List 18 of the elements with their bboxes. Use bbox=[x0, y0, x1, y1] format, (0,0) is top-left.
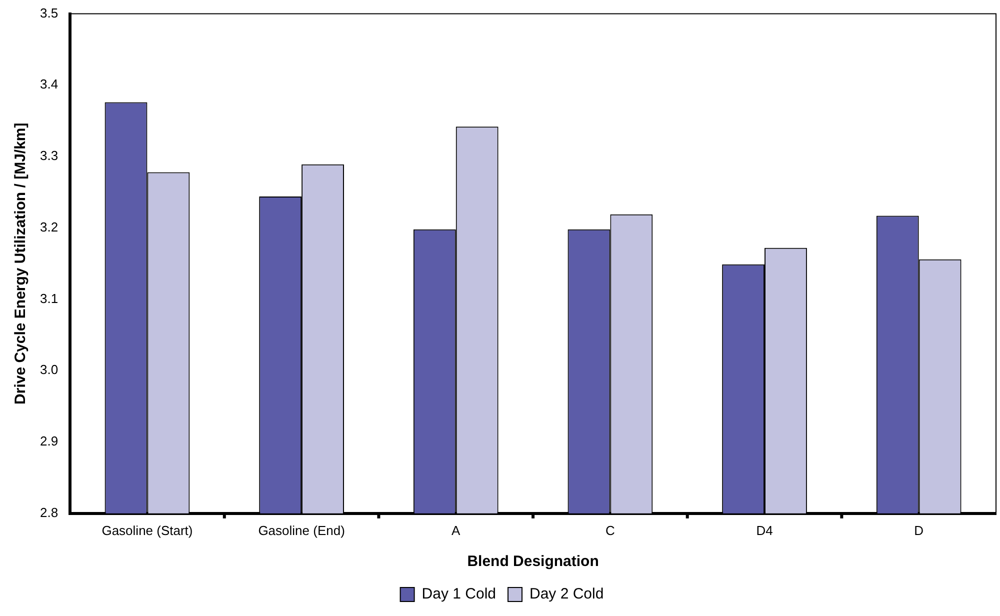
legend-label: Day 1 Cold bbox=[422, 586, 496, 603]
y-tick-label: 3.3 bbox=[40, 148, 58, 164]
x-tick-label: C bbox=[606, 522, 615, 538]
x-tick-label: D4 bbox=[756, 522, 773, 538]
x-tick-label: Gasoline (End) bbox=[258, 522, 345, 538]
x-axis-title: Blend Designation bbox=[467, 553, 599, 570]
y-tick-label: 3.5 bbox=[40, 5, 58, 20]
x-tick-label: A bbox=[452, 522, 461, 538]
y-tick-label: 2.9 bbox=[40, 434, 58, 449]
y-tick-label: 3.4 bbox=[40, 76, 58, 92]
y-tick-label: 2.8 bbox=[40, 504, 58, 520]
y-axis-title: Drive Cycle Energy Utilization / [MJ/km] bbox=[12, 122, 30, 404]
y-tick-label: 3.0 bbox=[40, 362, 58, 378]
x-tick-label: Gasoline (Start) bbox=[102, 522, 193, 538]
x-tick-label: D bbox=[914, 522, 924, 538]
y-tick-label: 3.2 bbox=[40, 219, 58, 234]
legend-label: Day 2 Cold bbox=[530, 586, 604, 603]
y-tick-label: 3.1 bbox=[40, 290, 58, 306]
